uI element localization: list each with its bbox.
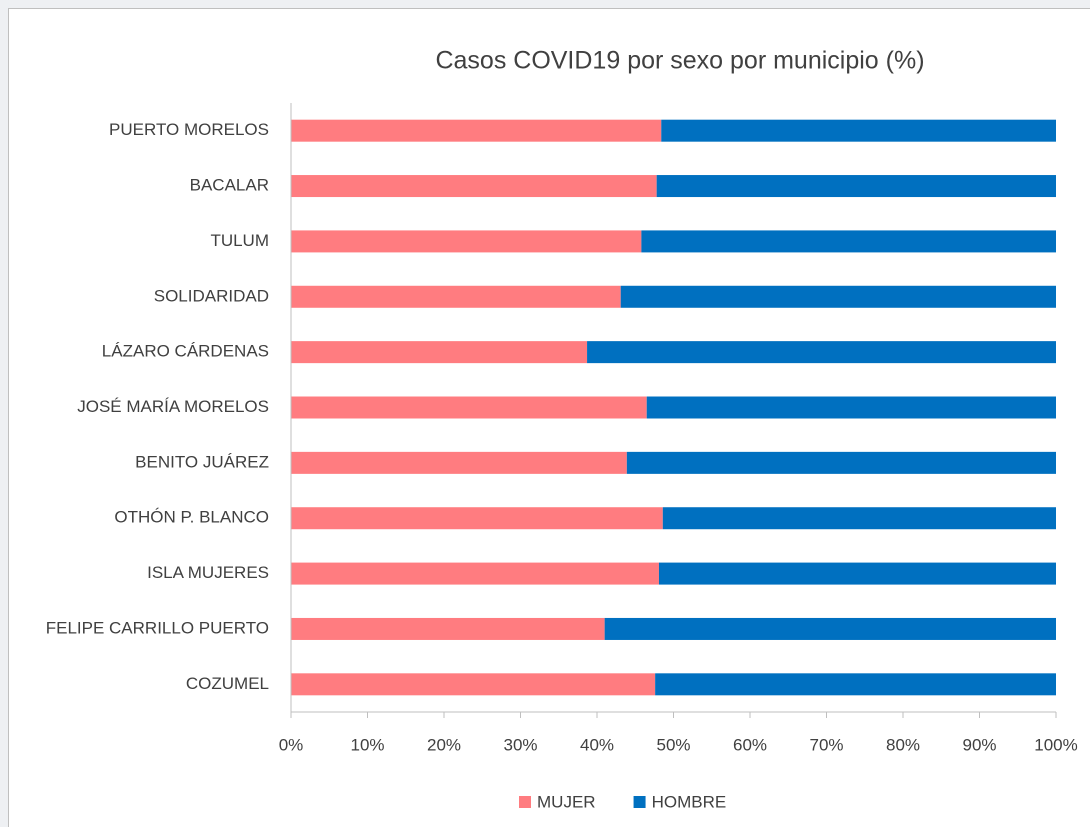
bar-segment <box>626 451 1056 474</box>
bar-segment <box>658 562 1056 585</box>
y-tick-label: OTHÓN P. BLANCO <box>114 508 269 527</box>
bar-segment <box>291 562 659 585</box>
y-tick-label: PUERTO MORELOS <box>109 120 269 139</box>
bar-segment <box>291 175 657 198</box>
y-tick-label: LÁZARO CÁRDENAS <box>102 342 269 361</box>
legend-label: MUJER <box>537 792 596 811</box>
x-tick-label: 40% <box>580 735 614 754</box>
bar-segment <box>291 673 656 696</box>
x-tick-label: 80% <box>886 735 920 754</box>
bar-segment <box>646 396 1056 419</box>
bar-segment <box>291 119 662 142</box>
bar-segment <box>291 341 588 364</box>
x-tick-label: 60% <box>733 735 767 754</box>
bar-segment <box>291 230 642 253</box>
y-tick-label: COZUMEL <box>186 674 269 693</box>
x-tick-label: 70% <box>809 735 843 754</box>
y-tick-label: BACALAR <box>190 176 269 195</box>
x-tick-label: 10% <box>350 735 384 754</box>
bar-segment <box>641 230 1056 253</box>
x-tick-label: 90% <box>962 735 996 754</box>
y-tick-label: ISLA MUJERES <box>147 563 269 582</box>
y-tick-label: SOLIDARIDAD <box>154 286 269 305</box>
bar-segment <box>662 507 1056 530</box>
legend-swatch <box>519 796 531 808</box>
bar-segment <box>291 285 621 308</box>
y-tick-label: FELIPE CARRILLO PUERTO <box>46 618 269 637</box>
chart-title: Casos COVID19 por sexo por municipio (%) <box>435 47 924 75</box>
y-tick-label: JOSÉ MARÍA MORELOS <box>77 397 269 416</box>
bar-segment <box>655 673 1056 696</box>
bar-segment <box>661 119 1056 142</box>
bar-segment <box>291 617 605 640</box>
legend-swatch <box>633 796 646 808</box>
legend-label: HOMBRE <box>652 792 727 811</box>
bar-segment <box>656 175 1056 198</box>
bar-segment <box>620 285 1056 308</box>
x-tick-label: 0% <box>279 735 304 754</box>
y-tick-label: BENITO JUÁREZ <box>135 452 269 471</box>
y-tick-label: TULUM <box>210 231 269 250</box>
x-tick-label: 30% <box>503 735 537 754</box>
x-tick-label: 100% <box>1034 735 1077 754</box>
bar-segment <box>291 396 647 419</box>
x-tick-label: 20% <box>427 735 461 754</box>
bar-segment <box>291 451 627 474</box>
bar-segment <box>587 341 1056 364</box>
bar-segment <box>604 617 1056 640</box>
bar-segment <box>291 507 663 530</box>
x-tick-label: 50% <box>656 735 690 754</box>
